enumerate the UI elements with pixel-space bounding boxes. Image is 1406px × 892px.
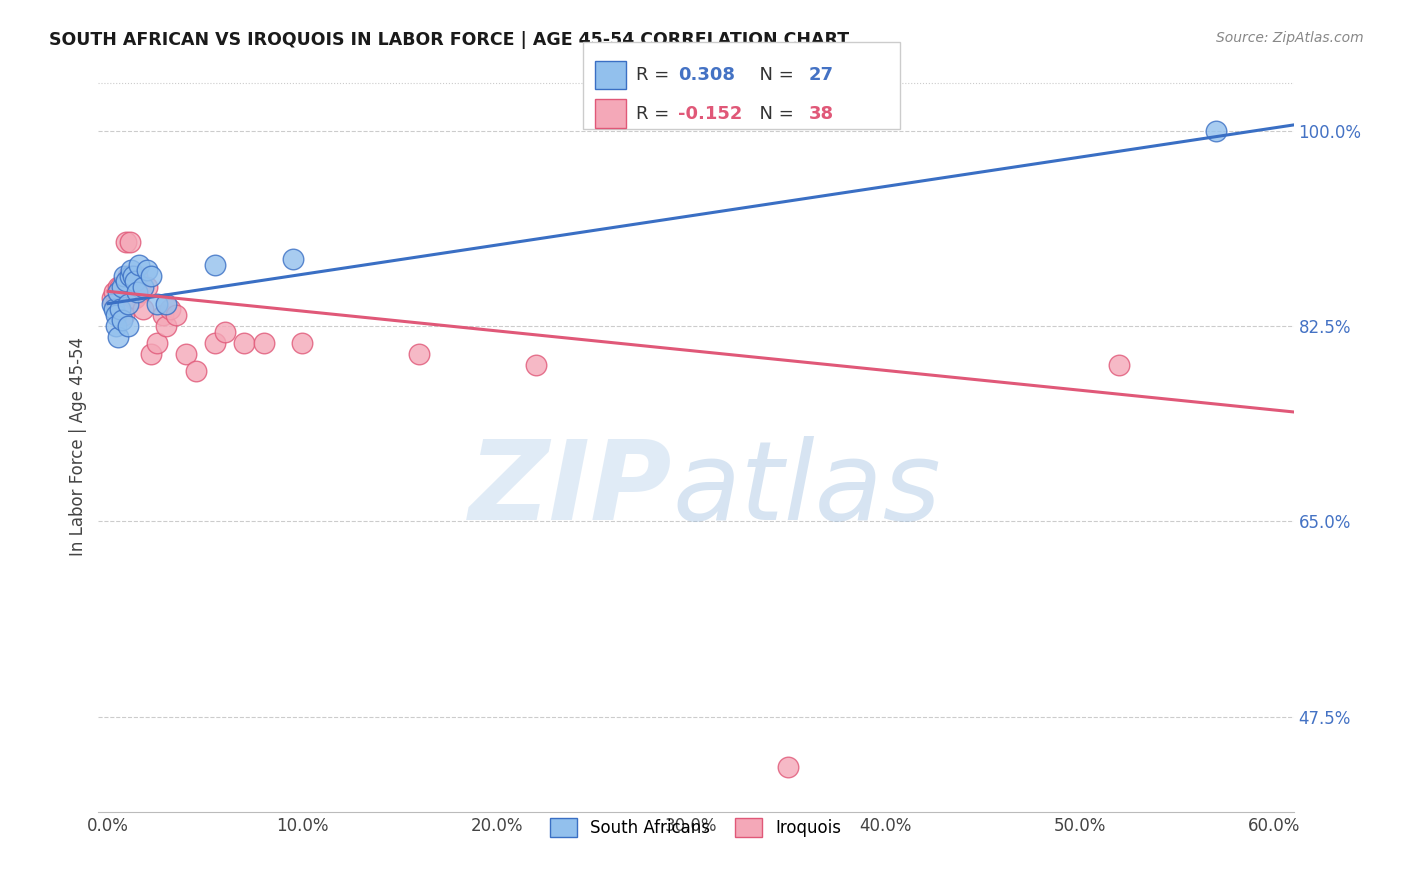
Point <box>174 347 197 361</box>
Point <box>1108 358 1130 372</box>
Point <box>107 285 129 300</box>
Point <box>107 280 129 294</box>
Point <box>122 291 145 305</box>
Point <box>107 330 129 344</box>
Point <box>184 363 207 377</box>
Point <box>252 335 274 350</box>
Point <box>1205 123 1227 137</box>
Point <box>155 318 177 333</box>
Point <box>204 258 226 272</box>
Point <box>111 280 134 294</box>
Point <box>127 268 149 283</box>
Point <box>120 263 142 277</box>
Point <box>112 302 135 317</box>
Text: R =: R = <box>636 104 675 122</box>
Point <box>136 280 159 294</box>
Text: atlas: atlas <box>672 436 941 543</box>
Point <box>128 285 150 300</box>
Point <box>152 308 174 322</box>
Point <box>117 285 139 300</box>
Point <box>117 318 139 333</box>
Point <box>524 358 547 372</box>
Point <box>111 285 134 300</box>
Point <box>233 335 256 350</box>
Point <box>204 335 226 350</box>
Point <box>112 308 135 322</box>
Point <box>129 285 152 300</box>
Point <box>165 308 187 322</box>
Legend: South Africans, Iroquois: South Africans, Iroquois <box>544 811 848 844</box>
Point <box>408 347 430 361</box>
Point <box>104 296 127 310</box>
Point <box>122 268 145 283</box>
Text: Source: ZipAtlas.com: Source: ZipAtlas.com <box>1216 31 1364 45</box>
Text: 27: 27 <box>808 66 834 84</box>
Point <box>291 335 314 350</box>
Y-axis label: In Labor Force | Age 45-54: In Labor Force | Age 45-54 <box>69 336 87 556</box>
Point <box>214 325 236 339</box>
Point <box>103 302 125 317</box>
Text: N =: N = <box>748 104 800 122</box>
Text: 0.308: 0.308 <box>678 66 735 84</box>
Point <box>159 302 181 317</box>
Point <box>132 280 155 294</box>
Point <box>139 347 162 361</box>
Text: ZIP: ZIP <box>468 436 672 543</box>
Point <box>136 263 159 277</box>
Text: N =: N = <box>748 66 800 84</box>
Point <box>118 268 141 283</box>
Point <box>124 274 146 288</box>
Point <box>778 760 800 774</box>
Point <box>107 302 129 317</box>
Point <box>101 296 124 310</box>
Point <box>104 318 127 333</box>
Text: 38: 38 <box>808 104 834 122</box>
Point <box>281 252 304 266</box>
Point <box>132 302 155 317</box>
Point <box>118 235 141 250</box>
Point <box>117 268 139 283</box>
Point <box>101 291 124 305</box>
Point <box>114 235 136 250</box>
Point <box>108 280 131 294</box>
Point <box>127 285 149 300</box>
Point <box>155 296 177 310</box>
Point <box>120 268 142 283</box>
Text: SOUTH AFRICAN VS IROQUOIS IN LABOR FORCE | AGE 45-54 CORRELATION CHART: SOUTH AFRICAN VS IROQUOIS IN LABOR FORCE… <box>49 31 849 49</box>
Point <box>111 313 134 327</box>
Point <box>114 274 136 288</box>
Point <box>104 308 127 322</box>
Point <box>124 291 146 305</box>
Point <box>145 335 167 350</box>
Point <box>108 302 131 317</box>
Text: R =: R = <box>636 66 675 84</box>
Point <box>112 268 135 283</box>
Point <box>103 285 125 300</box>
Text: -0.152: -0.152 <box>678 104 742 122</box>
Point <box>145 296 167 310</box>
Point <box>139 268 162 283</box>
Point <box>128 258 150 272</box>
Point <box>117 296 139 310</box>
